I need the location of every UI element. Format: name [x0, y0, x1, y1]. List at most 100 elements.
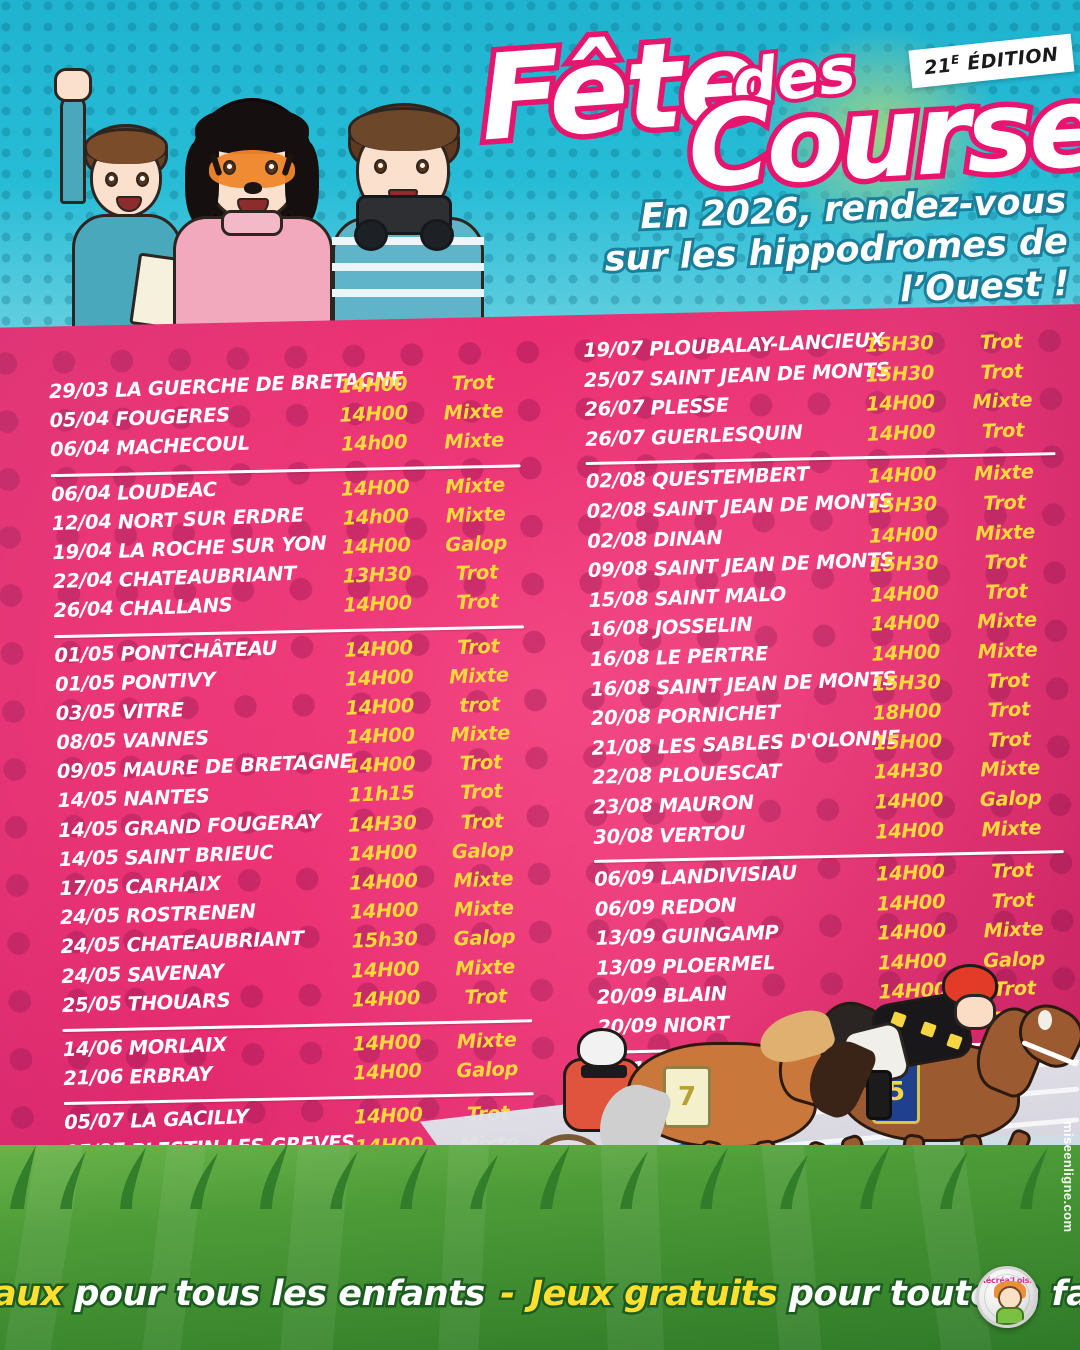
footer-tagline: Cadeaux pour tous les enfants - Jeux gra… — [0, 1272, 1080, 1317]
race-discipline: Trot — [986, 667, 1030, 693]
race-time: 14H00 — [867, 462, 937, 489]
schedule-group: 29/03 LA GUERCHE DE BRETAGNE 14H00 Trot 05/0… — [48, 367, 521, 470]
race-time: 14H00 — [873, 787, 944, 814]
child-boy-binoculars — [320, 97, 495, 332]
race-discipline: Galop — [453, 925, 516, 951]
race-date: 06/04 — [49, 436, 111, 462]
tiger-nose — [244, 182, 262, 194]
race-discipline: Trot — [984, 579, 1028, 604]
binocular-lens-right — [420, 219, 454, 251]
grass-footer: Cadeaux pour tous les enfants - Jeux gra… — [0, 1145, 1080, 1350]
eye-left — [105, 172, 118, 187]
race-date: 22/08 — [591, 763, 653, 790]
race-time: 14H00 — [349, 898, 419, 924]
race-discipline: Trot — [993, 1006, 1037, 1032]
hair-fringe — [84, 128, 168, 164]
race-date: 22/04 — [52, 567, 114, 594]
race-time: 14H00 — [875, 860, 945, 886]
race-discipline: Trot — [980, 359, 1024, 384]
race-discipline: Galop — [982, 946, 1046, 973]
race-time: 14H00 — [347, 839, 418, 866]
recrea-loisirs-logo[interactable]: Récréa'Loisirs — [976, 1266, 1038, 1328]
race-discipline: Mixte — [443, 428, 505, 454]
schedule-group: 06/04 LOUDEAC 14H00 Mixte 12/04 NORT SUR ERDR… — [51, 472, 524, 631]
edition-label: ÉDITION — [959, 43, 1060, 76]
race-date: 09/05 — [56, 757, 118, 784]
race-time: 14H30 — [873, 758, 943, 784]
race-time: 14H00 — [343, 635, 414, 662]
race-discipline: Mixte — [973, 460, 1035, 486]
race-discipline: Mixte — [449, 721, 511, 747]
race-time: 14H00 — [877, 948, 947, 975]
footer-highlight-jeux: Jeux gratuits — [518, 1272, 781, 1317]
race-discipline: Mixte — [453, 896, 515, 922]
race-date: 20/08 — [590, 704, 652, 731]
race-time: 14H00 — [876, 889, 946, 916]
footer-tagline-bar: Cadeaux pour tous les enfants - Jeux gra… — [0, 1238, 1080, 1350]
schedule-row[interactable]: 25/05 THOUARS 14H00 Trot — [61, 984, 533, 1025]
race-date: 04/10 — [597, 1056, 659, 1082]
footer-highlight-cadeaux: Cadeaux — [0, 1272, 66, 1317]
race-discipline: Trot — [455, 589, 500, 615]
race-time: 14H00 — [348, 868, 419, 895]
schedule-row[interactable]: 04/10 CORDEMAIS 13H30 Trot — [597, 1049, 1069, 1090]
race-time: 14H00 — [866, 419, 936, 446]
race-time: 14H00 — [870, 610, 940, 637]
race-time: 14H00 — [352, 1059, 423, 1085]
race-discipline: Mixte — [444, 472, 506, 499]
race-time: 14H00 — [868, 521, 938, 548]
race-discipline: Mixte — [977, 637, 1038, 664]
schedule-row[interactable]: 21/06 ERBRAY 14H00 Galop — [63, 1057, 534, 1098]
race-date: 05/07 — [63, 1108, 125, 1135]
race-discipline: Trot — [990, 858, 1034, 884]
race-date: 17/05 — [58, 874, 120, 901]
race-time: 14H30 — [347, 810, 417, 837]
race-time: 14H00 — [869, 580, 940, 607]
eye-right — [136, 172, 149, 187]
hair-fringe — [195, 106, 309, 154]
race-time: 14H00 — [342, 591, 413, 618]
race-time: 15H30 — [869, 551, 939, 577]
edition-number: 21 — [923, 54, 953, 80]
race-date: 14/05 — [57, 816, 119, 842]
race-discipline: Mixte — [983, 917, 1044, 943]
child-boy-notepad — [50, 68, 198, 332]
eye-left — [223, 160, 236, 175]
race-time: 14H00 — [338, 401, 409, 427]
race-time: 18H00 — [872, 699, 942, 725]
schedule-group: 14/06 MORLAIX 14H00 Mixte 21/06 ERBRAY 14H00 Ga… — [62, 1028, 534, 1098]
binocular-lens-left — [354, 219, 388, 251]
race-discipline: Trot — [466, 1101, 510, 1127]
schedule-row[interactable]: 06/04 MACHECOUL 14h00 Mixte — [49, 428, 521, 470]
race-time: 14H00 — [346, 752, 416, 778]
race-discipline: Galop — [979, 785, 1042, 812]
schedule-group: 04/10 CORDEMAIS 13H30 Trot — [597, 1049, 1069, 1090]
race-date: 25/07 — [583, 366, 645, 392]
race-date: 02/08 — [586, 527, 648, 553]
hair-fringe — [348, 107, 460, 151]
race-discipline: Mixte — [974, 519, 1036, 545]
race-discipline: Mixte — [445, 501, 506, 528]
race-date: 29/03 — [48, 377, 110, 404]
race-time: 15H30 — [871, 669, 941, 696]
race-date: 21/08 — [591, 734, 652, 760]
eye-right — [265, 160, 278, 175]
race-date: 19/07 — [582, 336, 644, 363]
schedule-column-left: 29/03 LA GUERCHE DE BRETAGNE 14H00 Trot 05/0… — [48, 367, 537, 1259]
raised-fist — [54, 68, 92, 102]
race-time: 11h15 — [347, 781, 415, 808]
race-discipline: Trot — [987, 697, 1031, 723]
race-date: 01/05 — [54, 641, 115, 667]
race-time: 13H30 — [879, 1050, 949, 1077]
schedule-row[interactable]: 26/04 CHALLANS 14H00 Trot — [53, 589, 524, 631]
race-date: 05/04 — [49, 407, 110, 433]
race-discipline: Mixte — [972, 388, 1033, 414]
race-discipline: Trot — [993, 976, 1037, 1002]
race-discipline: Mixte — [452, 867, 514, 893]
race-time: 14H00 — [877, 978, 948, 1005]
race-date: 20/09 — [596, 1013, 658, 1039]
race-date: 14/06 — [62, 1035, 124, 1062]
race-date: 30/08 — [592, 823, 654, 849]
race-time: 14H00 — [338, 372, 408, 398]
